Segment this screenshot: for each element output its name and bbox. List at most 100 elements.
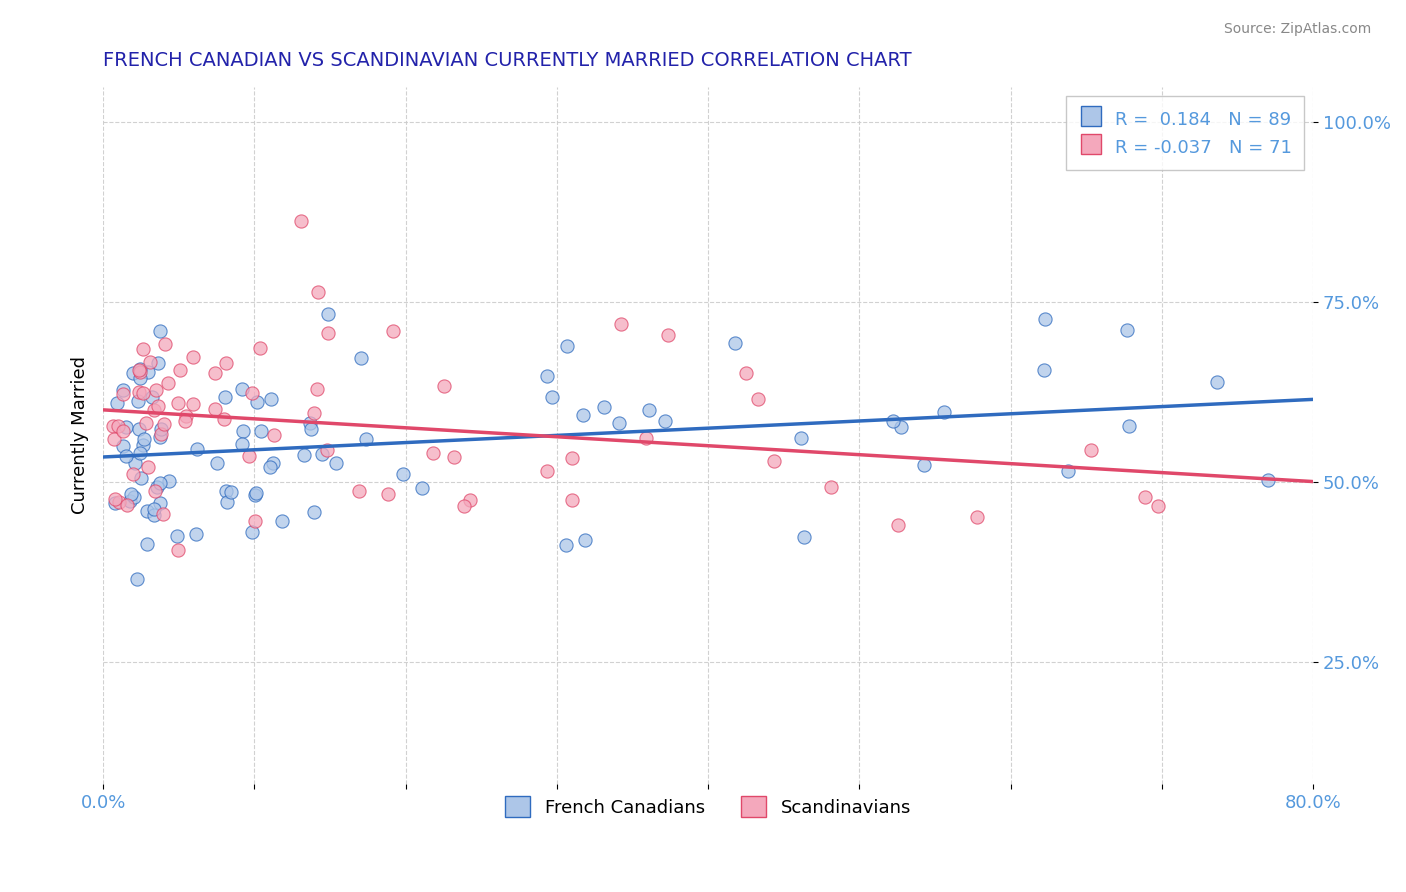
Point <box>270 514 292 528</box>
Point <box>299 422 322 436</box>
Point <box>149 324 172 338</box>
Point <box>246 395 269 409</box>
Point <box>132 385 155 400</box>
Point <box>238 449 260 463</box>
Point <box>122 491 145 505</box>
Point <box>382 324 405 338</box>
Point <box>1080 442 1102 457</box>
Point <box>914 458 936 472</box>
Point <box>932 405 955 419</box>
Point <box>135 537 157 551</box>
Point <box>231 437 253 451</box>
Point <box>561 451 583 466</box>
Point <box>215 495 238 509</box>
Point <box>149 422 172 436</box>
Point <box>120 494 142 508</box>
Point <box>128 362 150 376</box>
Point <box>231 382 253 396</box>
Point <box>458 492 481 507</box>
Point <box>887 517 910 532</box>
Point <box>555 339 578 353</box>
Point <box>240 524 263 539</box>
Point <box>214 390 236 404</box>
Point <box>112 387 135 401</box>
Point <box>150 427 173 442</box>
Point <box>214 412 236 426</box>
Point <box>129 445 152 459</box>
Point <box>377 487 399 501</box>
Point <box>139 355 162 369</box>
Point <box>263 427 285 442</box>
Text: Source: ZipAtlas.com: Source: ZipAtlas.com <box>1223 22 1371 37</box>
Point <box>311 447 333 461</box>
Point <box>250 425 273 439</box>
Point <box>115 499 138 513</box>
Point <box>157 474 180 488</box>
Point <box>657 327 679 342</box>
Point <box>260 392 283 407</box>
Point <box>1115 323 1137 337</box>
Point <box>572 408 595 422</box>
Point <box>186 527 208 541</box>
Point <box>1032 362 1054 376</box>
Point <box>145 383 167 397</box>
Point <box>316 443 339 458</box>
Point <box>143 403 166 417</box>
Point <box>316 307 339 321</box>
Point <box>243 514 266 528</box>
Point <box>148 400 170 414</box>
Point <box>354 432 377 446</box>
Point <box>540 390 562 404</box>
Point <box>561 493 583 508</box>
Point <box>654 414 676 428</box>
Point <box>298 416 321 430</box>
Point <box>128 422 150 436</box>
Point <box>186 442 208 456</box>
Point <box>111 439 134 453</box>
Point <box>325 456 347 470</box>
Point <box>232 424 254 438</box>
Point <box>204 366 226 380</box>
Point <box>136 459 159 474</box>
Point <box>966 509 988 524</box>
Point <box>127 394 149 409</box>
Point <box>793 530 815 544</box>
Point <box>634 432 657 446</box>
Point <box>115 419 138 434</box>
Point <box>166 528 188 542</box>
Point <box>167 396 190 410</box>
Point <box>153 417 176 431</box>
Point <box>215 483 238 498</box>
Point <box>104 496 127 510</box>
Point <box>112 424 135 438</box>
Point <box>245 486 267 500</box>
Point <box>153 337 176 351</box>
Text: FRENCH CANADIAN VS SCANDINAVIAN CURRENTLY MARRIED CORRELATION CHART: FRENCH CANADIAN VS SCANDINAVIAN CURRENTL… <box>103 51 911 70</box>
Point <box>142 508 165 522</box>
Point <box>249 341 271 355</box>
Point <box>128 363 150 377</box>
Point <box>723 336 745 351</box>
Point <box>149 430 172 444</box>
Point <box>1057 464 1080 478</box>
Point <box>453 499 475 513</box>
Point <box>262 456 284 470</box>
Point <box>101 419 124 434</box>
Point <box>149 495 172 509</box>
Point <box>132 438 155 452</box>
Point <box>205 456 228 470</box>
Point <box>240 386 263 401</box>
Point <box>574 533 596 548</box>
Point <box>592 400 614 414</box>
Point <box>174 414 197 428</box>
Point <box>243 488 266 502</box>
Point <box>215 356 238 370</box>
Point <box>790 431 813 445</box>
Point <box>104 492 127 507</box>
Point <box>121 467 143 481</box>
Point <box>290 213 312 227</box>
Point <box>174 409 197 424</box>
Point <box>135 504 157 518</box>
Point <box>1147 500 1170 514</box>
Point <box>127 572 149 586</box>
